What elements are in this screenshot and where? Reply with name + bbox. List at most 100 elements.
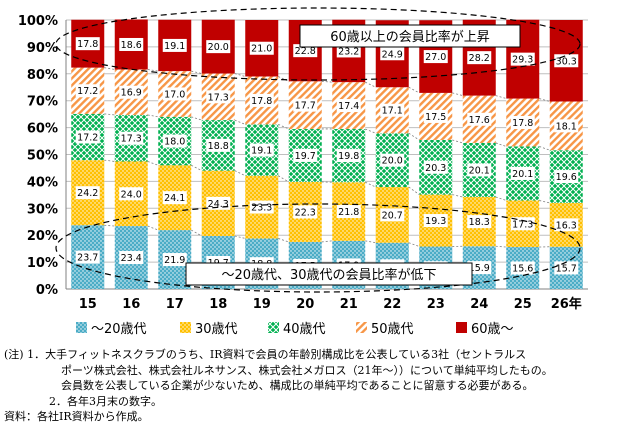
annotation-upper: 60歳以上の会員比率が上昇: [299, 24, 521, 48]
data-label: 17.1: [382, 106, 403, 117]
data-label-bg: [467, 112, 492, 126]
data-label: 15.9: [469, 263, 490, 274]
data-label: 27.0: [425, 52, 446, 63]
data-label-bg: [249, 93, 274, 107]
y-tick-label: 100%: [18, 14, 58, 29]
legend-item: 40歳代: [268, 322, 326, 337]
legend-label: 30歳代: [195, 322, 238, 337]
data-label: 22.8: [295, 46, 316, 57]
y-tick-label: 10%: [27, 256, 58, 271]
data-label-bg: [249, 143, 274, 157]
connector-line: [104, 113, 115, 116]
data-label: 21.0: [251, 44, 272, 55]
upper-annotation-ellipse: [55, 7, 581, 81]
data-label-bg: [380, 103, 405, 117]
data-label: 17.8: [512, 118, 533, 129]
connector-line: [234, 73, 246, 77]
data-label-bg: [119, 187, 144, 201]
connector-line: [539, 200, 550, 204]
connector-line: [321, 240, 333, 243]
data-label-bg: [380, 208, 405, 222]
data-label: 22.3: [295, 207, 316, 218]
data-label-bg: [119, 251, 144, 265]
legend-item: 60歳～: [456, 322, 514, 337]
data-label-bg: [75, 37, 100, 51]
x-tick-label: 15: [79, 297, 97, 312]
connector-line: [408, 186, 420, 195]
data-label-bg: [467, 215, 492, 229]
data-label: 24.0: [121, 189, 142, 200]
data-label-bg: [510, 52, 535, 66]
data-label-bg: [206, 90, 231, 104]
lower-annotation-ellipse: [55, 203, 581, 293]
chart-svg: 0% 10% 20% 30% 40% 50% 60% 70% 80% 90% 100% 23.7 24.…: [18, 7, 588, 337]
data-label: 19.3: [425, 216, 446, 227]
connector-line: [104, 224, 115, 227]
data-label-bg: [75, 250, 100, 264]
data-label-bg: [554, 170, 579, 184]
legend-label: ～20歳代: [91, 322, 147, 337]
data-label-bg: [206, 138, 231, 152]
data-label: 20.0: [382, 156, 403, 167]
source-line: 資料：各社IR資料から作成。: [4, 410, 149, 423]
data-label-bg: [75, 84, 100, 98]
data-label-bg: [423, 50, 448, 64]
data-label: 19.1: [251, 146, 272, 157]
data-label-bg: [554, 261, 579, 275]
connector-line: [365, 81, 376, 88]
data-label-bg: [510, 166, 535, 180]
y-tick-label: 0%: [36, 283, 58, 298]
note-line-4: 2．各年3月末の数字。: [49, 394, 162, 408]
connector-line: [104, 159, 115, 162]
data-label: 17.2: [77, 133, 98, 144]
connector-line: [147, 225, 159, 231]
data-label: 17.4: [338, 101, 359, 112]
data-label: 23.2: [338, 46, 359, 57]
data-label: 24.2: [77, 188, 98, 199]
legend-swatch: [268, 322, 279, 333]
data-label-bg: [162, 134, 187, 148]
data-label: 17.5: [425, 112, 446, 123]
y-tick-label: 40%: [27, 175, 58, 190]
data-label-bg: [510, 261, 535, 275]
data-label-bg: [293, 205, 318, 219]
data-label: 20.1: [512, 169, 533, 180]
x-tick-label: 23: [427, 297, 445, 312]
connector-line: [321, 80, 333, 83]
data-label: 16.3: [556, 220, 577, 231]
data-label: 18.3: [469, 217, 490, 228]
data-label: 23.4: [121, 253, 142, 264]
x-tick-label: 26年: [551, 296, 582, 312]
x-tick-label: 20: [296, 297, 314, 312]
data-label-bg: [423, 160, 448, 174]
data-label-bg: [162, 253, 187, 267]
x-tick-label: 22: [383, 297, 401, 312]
annotation-text: 60歳以上の会員比率が上昇: [330, 29, 490, 45]
data-label: 24.9: [382, 49, 403, 60]
x-tick-label: 18: [209, 297, 227, 312]
connector-line: [234, 170, 246, 177]
data-label: 19.6: [556, 172, 577, 183]
legend-swatch: [356, 322, 367, 333]
data-label: 21.9: [164, 255, 185, 266]
data-label: 21.8: [338, 207, 359, 218]
connector-line: [278, 124, 289, 130]
connector-line: [452, 139, 463, 144]
data-label: 19.7: [295, 151, 316, 162]
y-tick-label: 20%: [27, 229, 58, 244]
data-label: 18.8: [208, 141, 229, 152]
data-label-bg: [162, 38, 187, 52]
y-tick-label: 50%: [27, 149, 58, 164]
data-label: 17.6: [469, 115, 490, 126]
data-label: 17.3: [512, 219, 533, 230]
x-tick-label: 25: [514, 297, 532, 312]
data-label: 30.3: [556, 56, 577, 67]
connector-line: [408, 242, 420, 247]
data-label: 15.7: [556, 263, 577, 274]
connector-line: [147, 114, 159, 118]
y-tick-label: 70%: [27, 95, 58, 110]
data-label: 20.1: [469, 165, 490, 176]
connector-line: [408, 86, 420, 94]
note-line-1: (注) 1．大手フィットネスクラブのうち、IR資料で会員の年齢別構成比を公表して…: [4, 348, 527, 361]
data-label: 17.2: [77, 86, 98, 97]
